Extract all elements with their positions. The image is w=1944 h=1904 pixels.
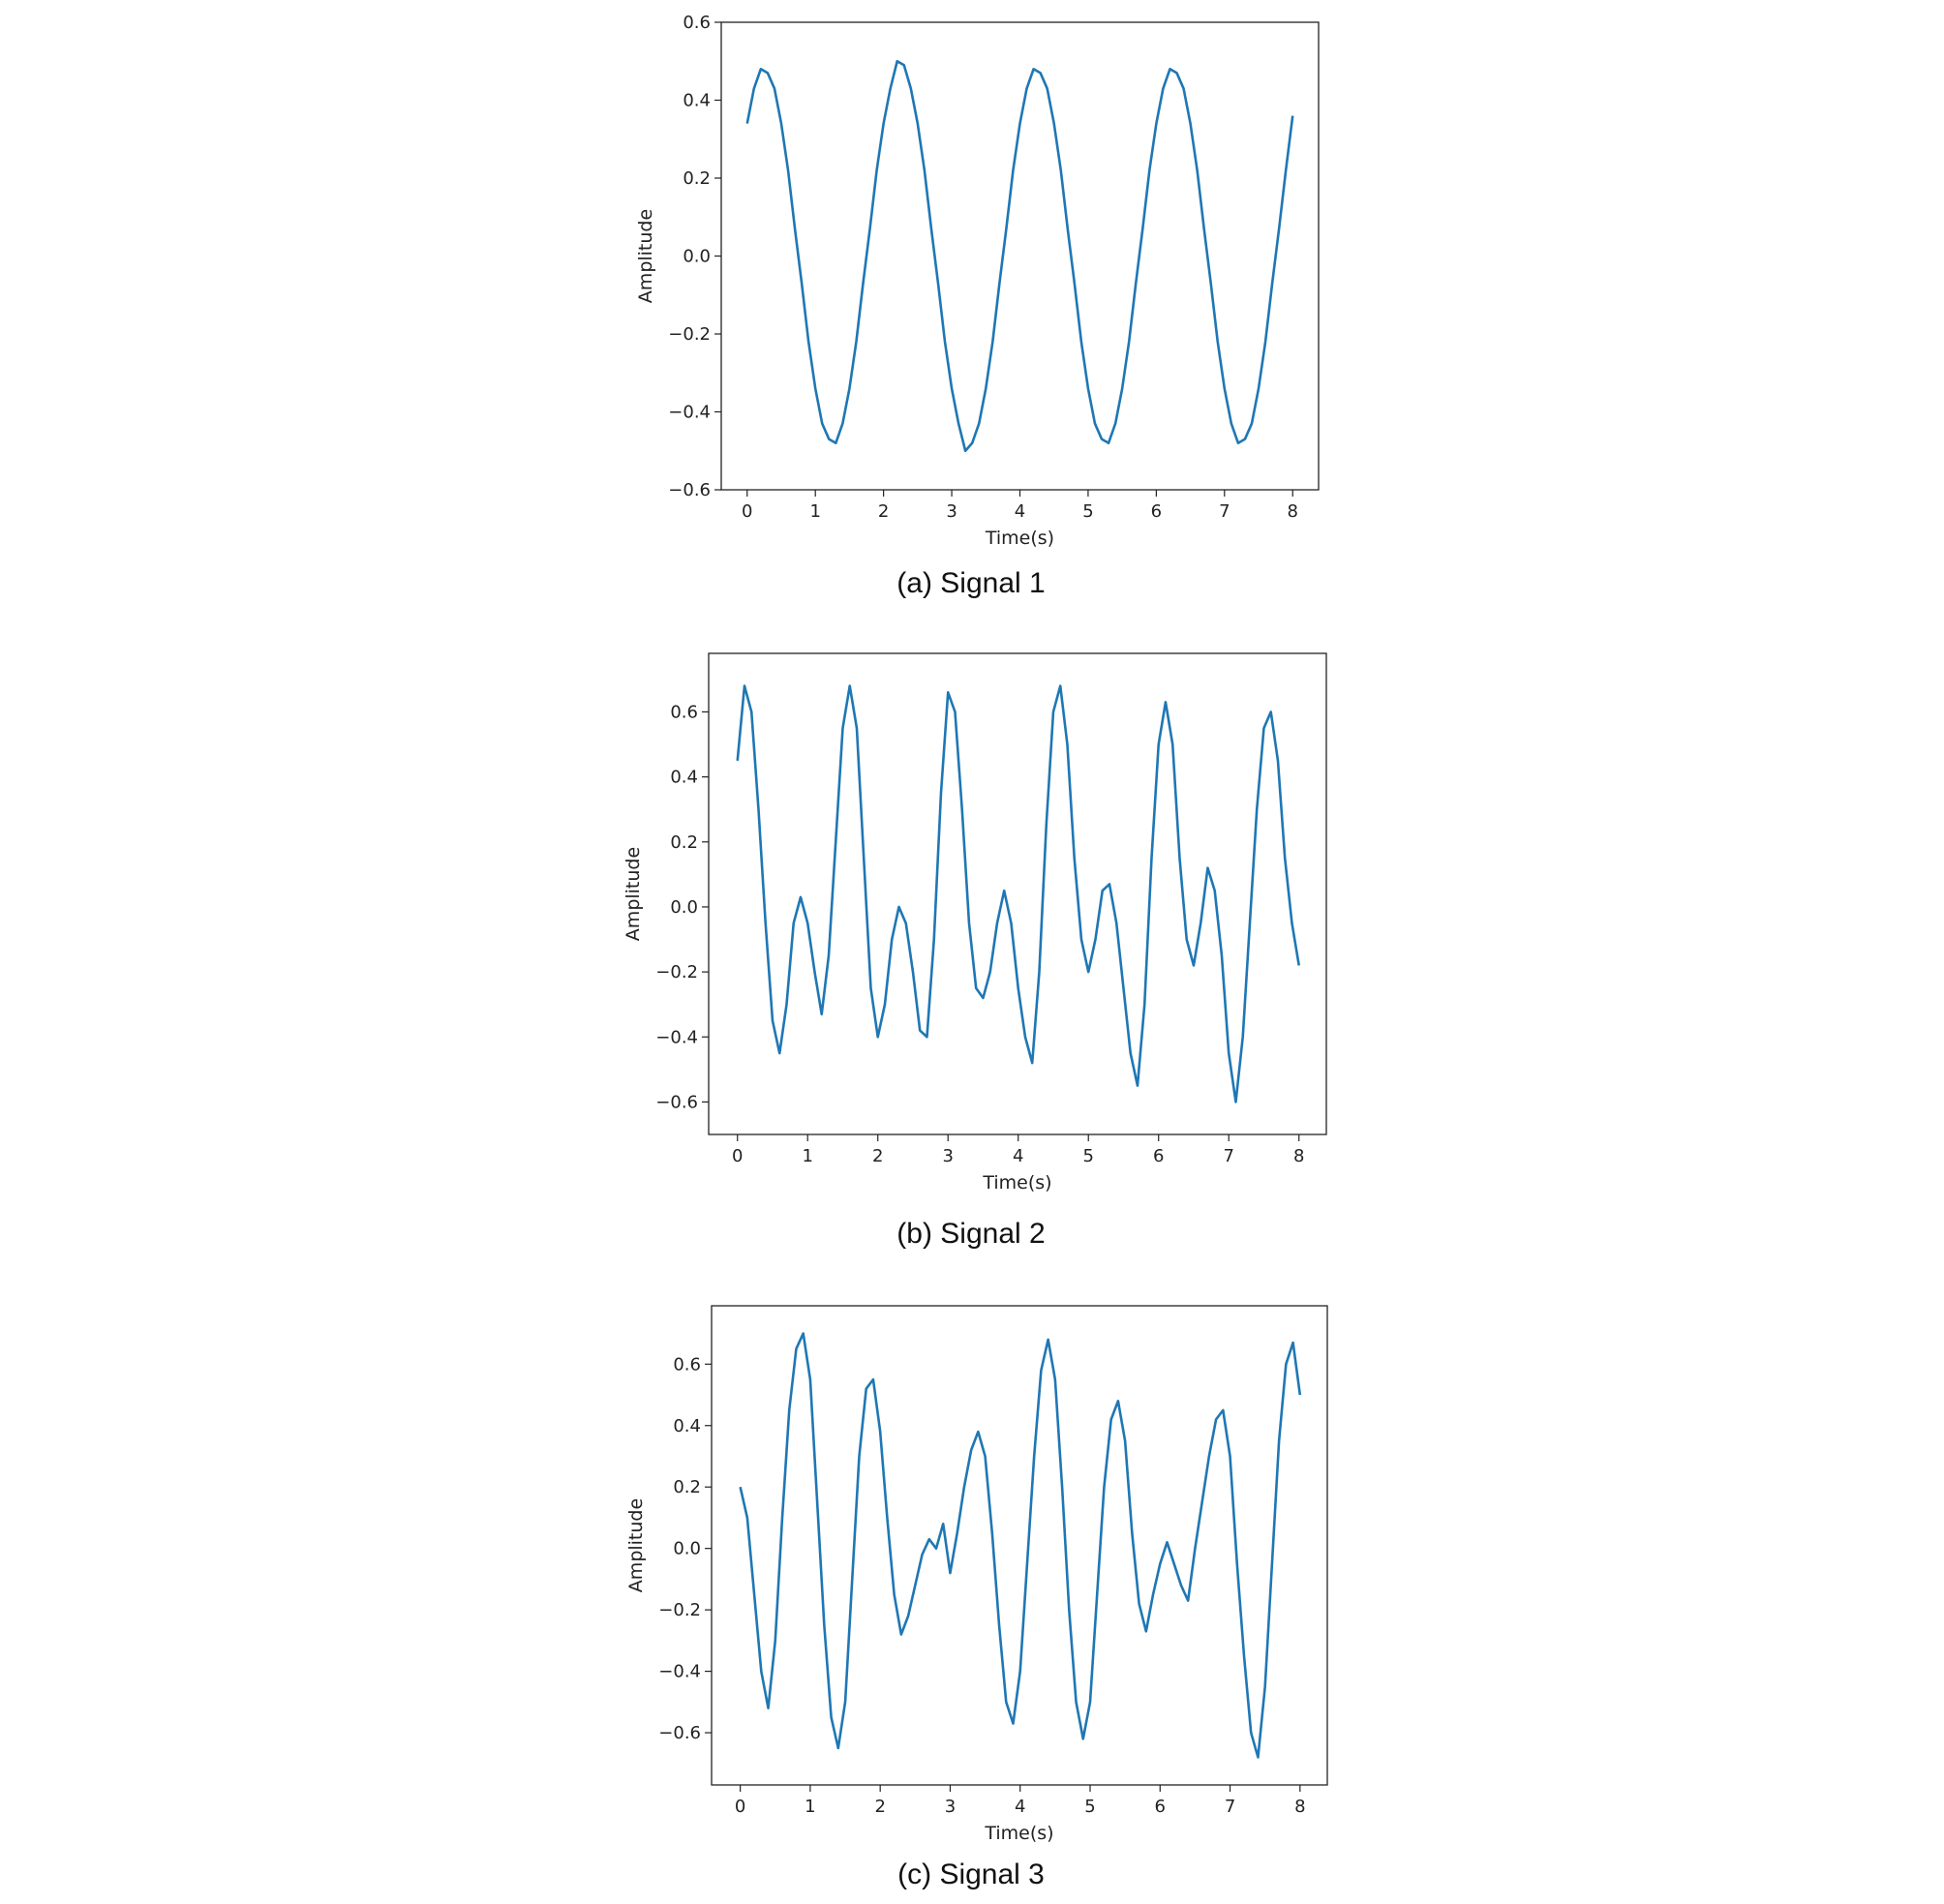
- x-tick-label: 5: [1082, 501, 1093, 522]
- y-tick-label: −0.2: [658, 1600, 701, 1620]
- signal-line: [745, 59, 1294, 453]
- x-tick-label: 1: [809, 501, 820, 522]
- signal-line: [739, 1332, 1302, 1759]
- x-tick-label: 6: [1155, 1797, 1166, 1817]
- y-tick-label: 0.2: [670, 832, 698, 853]
- x-tick-label: 0: [732, 1146, 743, 1166]
- y-tick-label: −0.6: [655, 1092, 698, 1112]
- x-tick-label: 7: [1225, 1797, 1235, 1817]
- x-tick-label: 3: [942, 1146, 953, 1166]
- x-tick-label: 4: [1013, 1146, 1023, 1166]
- y-tick-label: 0.2: [683, 168, 711, 189]
- x-tick-label: 4: [1015, 501, 1025, 522]
- x-tick-label: 1: [802, 1146, 812, 1166]
- x-tick-label: 5: [1084, 1797, 1095, 1817]
- y-tick-label: 0.0: [683, 247, 711, 267]
- x-axis-label: Time(s): [985, 528, 1054, 549]
- x-tick-label: 4: [1015, 1797, 1025, 1817]
- x-tick-label: 0: [742, 501, 752, 522]
- caption: (a) Signal 1: [896, 567, 1045, 599]
- y-tick-label: 0.4: [673, 1416, 701, 1436]
- x-tick-label: 2: [878, 501, 889, 522]
- y-tick-label: 0.6: [670, 702, 698, 722]
- y-tick-label: −0.2: [668, 324, 711, 345]
- x-tick-label: 1: [805, 1797, 815, 1817]
- x-tick-label: 8: [1288, 501, 1298, 522]
- x-tick-label: 6: [1153, 1146, 1164, 1166]
- y-tick-label: −0.4: [655, 1027, 698, 1047]
- y-tick-label: 0.0: [670, 897, 698, 918]
- y-tick-label: −0.2: [655, 962, 698, 982]
- axes-frame: [720, 21, 1320, 491]
- x-tick-label: 3: [946, 501, 957, 522]
- y-tick-label: 0.2: [673, 1477, 701, 1497]
- y-tick-label: 0.0: [673, 1539, 701, 1559]
- x-tick-label: 8: [1293, 1146, 1304, 1166]
- y-tick-label: −0.6: [658, 1723, 701, 1743]
- caption: (b) Signal 2: [896, 1218, 1045, 1250]
- x-tick-label: 2: [872, 1146, 883, 1166]
- y-tick-label: −0.4: [668, 403, 711, 423]
- y-tick-label: 0.6: [683, 13, 711, 33]
- axes-frame: [711, 1305, 1328, 1786]
- x-axis-label: Time(s): [982, 1172, 1051, 1194]
- x-tick-label: 6: [1151, 501, 1162, 522]
- x-tick-label: 7: [1223, 1146, 1233, 1166]
- y-axis-label: Amplitude: [635, 209, 656, 303]
- y-tick-label: 0.4: [683, 91, 711, 111]
- x-tick-label: 7: [1219, 501, 1230, 522]
- x-tick-label: 0: [735, 1797, 745, 1817]
- x-tick-label: 3: [945, 1797, 956, 1817]
- caption: (c) Signal 3: [897, 1859, 1045, 1890]
- axes-frame: [708, 652, 1327, 1135]
- y-tick-label: −0.4: [658, 1662, 701, 1682]
- y-tick-label: 0.6: [673, 1354, 701, 1375]
- x-tick-label: 5: [1082, 1146, 1093, 1166]
- y-axis-label: Amplitude: [623, 847, 644, 941]
- x-tick-label: 8: [1294, 1797, 1305, 1817]
- y-tick-label: −0.6: [668, 480, 711, 500]
- y-axis-label: Amplitude: [625, 1498, 647, 1592]
- x-tick-label: 2: [874, 1797, 885, 1817]
- y-tick-label: 0.4: [670, 768, 698, 788]
- x-axis-label: Time(s): [984, 1823, 1053, 1844]
- signal-line: [736, 684, 1301, 1103]
